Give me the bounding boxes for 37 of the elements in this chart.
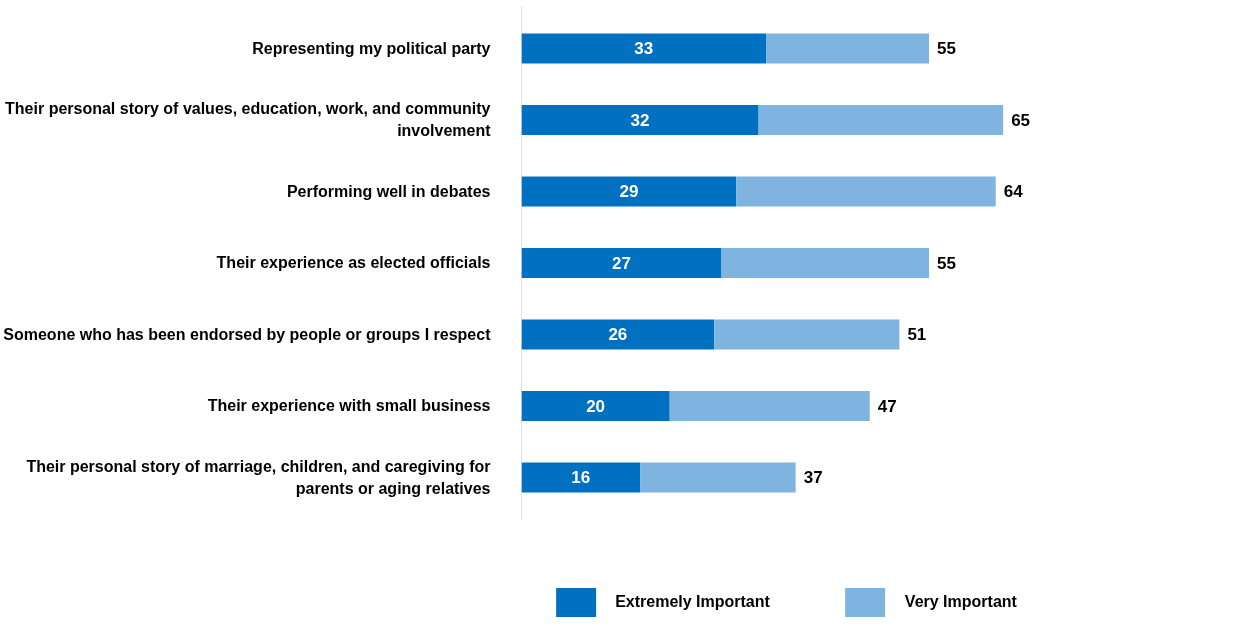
y-tick-label: Their personal story of values, education, work, and community involvement	[5, 100, 492, 140]
y-tick-label: Their experience as elected officials	[216, 254, 491, 272]
bar	[721, 247, 930, 278]
bar	[521, 176, 737, 207]
y-tick-label: Performing well in debates	[286, 182, 491, 200]
bar	[521, 104, 759, 135]
data-label: 26	[608, 325, 628, 345]
data-label: 20	[586, 396, 606, 416]
data-label: 29	[619, 182, 639, 202]
data-label: 33	[634, 39, 654, 59]
total-label: 37	[803, 468, 823, 488]
bar	[521, 390, 670, 421]
y-tick-label: Someone who has been endorsed by people or groups I respect	[3, 325, 492, 343]
total-label: 51	[907, 325, 927, 345]
bar	[521, 319, 715, 350]
bar	[669, 390, 870, 421]
bar	[521, 462, 641, 493]
legend-label: Extremely Important	[615, 593, 770, 611]
total-label: 55	[937, 253, 956, 273]
total-label: 55	[937, 39, 956, 59]
y-tick-label: Their experience with small business	[207, 397, 491, 415]
data-label: 32	[630, 110, 650, 130]
bar	[766, 33, 930, 64]
y-tick-label: Representing my political party	[252, 39, 491, 57]
total-label: 64	[1003, 182, 1024, 202]
bar	[758, 104, 1004, 135]
total-label: 47	[877, 396, 897, 416]
bar	[640, 462, 796, 493]
data-label: 27	[612, 253, 631, 273]
total-label: 65	[1011, 110, 1031, 130]
data-label: 16	[571, 468, 591, 488]
legend-label: Very Important	[904, 593, 1017, 611]
bar	[521, 247, 722, 278]
y-tick-label: Their personal story of marriage, children, and caregiving for parents or aging relatives	[26, 457, 491, 498]
bar	[714, 319, 900, 350]
bar	[521, 33, 767, 64]
bar	[736, 176, 996, 207]
